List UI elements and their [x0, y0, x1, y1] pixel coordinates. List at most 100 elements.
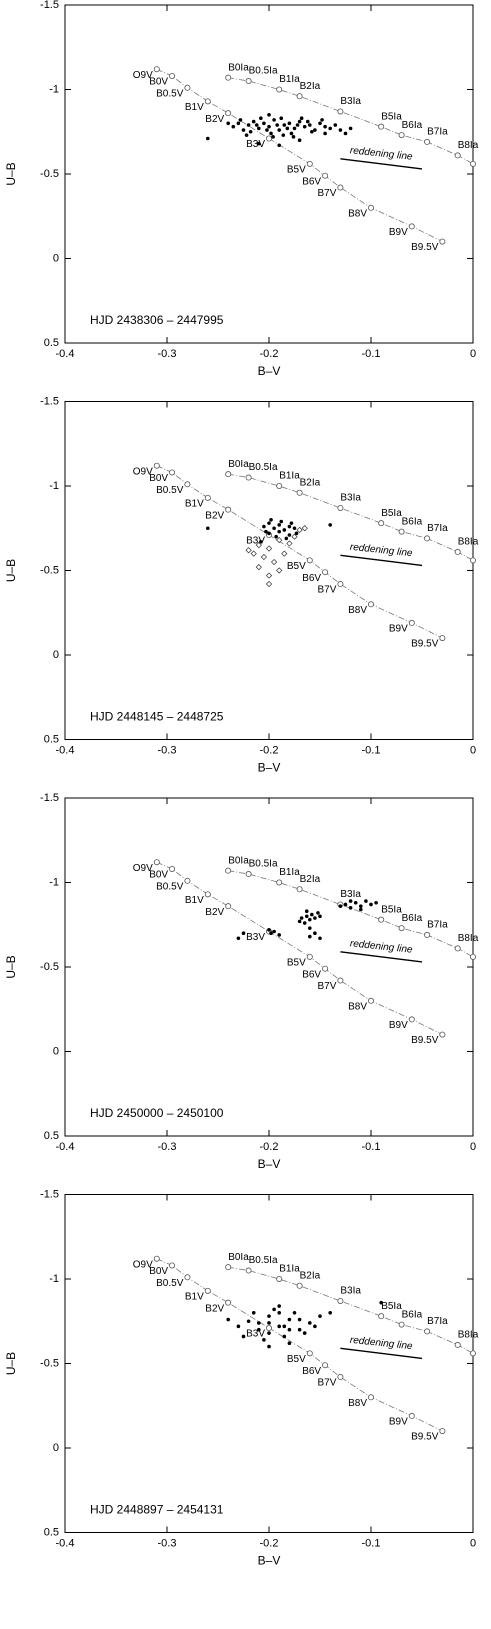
- spectral-label: B3Ia: [340, 889, 361, 900]
- star-point: [277, 523, 282, 527]
- star-point: [269, 131, 273, 136]
- annotation: HJD 2438306 – 2447995: [90, 313, 224, 327]
- star-point: [364, 899, 368, 903]
- spectral-label: B0Ia: [228, 459, 249, 470]
- spectral-label: B6V: [302, 176, 321, 187]
- star-point: [313, 916, 317, 920]
- star-point: [251, 1311, 256, 1315]
- star-point: [338, 904, 343, 908]
- sequence-point: [204, 891, 211, 898]
- star-point: [318, 936, 322, 941]
- sequence-point: [424, 535, 431, 542]
- star-point: [267, 531, 271, 536]
- star-point: [286, 540, 293, 547]
- star-point: [236, 121, 241, 126]
- spectral-label: B2Ia: [300, 477, 321, 488]
- spectral-label: B7V: [317, 188, 336, 199]
- star-point: [236, 1324, 241, 1329]
- star-point: [318, 1314, 322, 1318]
- sequence-point: [337, 108, 344, 115]
- spectral-label: B6V: [302, 969, 321, 980]
- star-point: [287, 1327, 292, 1332]
- star-point: [267, 521, 271, 525]
- spectral-label: B6Ia: [402, 516, 423, 527]
- star-point: [291, 533, 298, 540]
- star-point: [295, 123, 300, 127]
- x-tick-label: -0.4: [56, 1537, 75, 1549]
- sequence-line: [156, 1258, 443, 1432]
- spectral-label: B3Ia: [340, 493, 361, 504]
- star-point: [343, 131, 348, 136]
- star-point: [302, 921, 307, 925]
- sequence-point: [398, 1321, 405, 1328]
- reddening-label: reddening line: [349, 1335, 413, 1353]
- star-point: [282, 528, 287, 532]
- y-tick-label: 0.5: [44, 337, 59, 349]
- sequence-point: [398, 925, 405, 932]
- star-point: [269, 518, 273, 522]
- sequence-point: [265, 135, 272, 142]
- y-tick-label: 0.5: [44, 1130, 59, 1142]
- x-tick-label: -0.2: [260, 348, 279, 360]
- x-tick-label: -0.4: [56, 348, 75, 360]
- star-point: [236, 936, 241, 941]
- star-point: [262, 524, 266, 529]
- annotation: HJD 2450000 – 2450100: [90, 1106, 224, 1120]
- spectral-label: B8Ia: [458, 933, 479, 944]
- spectral-label: B9V: [389, 624, 408, 635]
- sequence-point: [153, 1255, 160, 1262]
- star-point: [241, 1334, 246, 1339]
- sequence-point: [322, 569, 329, 576]
- star-point: [272, 1307, 276, 1312]
- star-point: [287, 533, 292, 537]
- star-point: [279, 519, 284, 524]
- star-point: [323, 124, 327, 129]
- star-point: [369, 902, 373, 907]
- sequence-point: [245, 871, 252, 878]
- star-point: [304, 909, 309, 914]
- sequence-point: [184, 481, 191, 488]
- spectral-label: B7V: [317, 1378, 336, 1389]
- y-axis-label: U–B: [4, 1352, 18, 1375]
- sequence-point: [469, 557, 476, 564]
- panel: -0.4 -0.3 -0.2 -0.1 0 -1.5 -1 -0.5 0 0.5 B–V U–B HJD…: [4, 792, 479, 1171]
- star-point: [333, 123, 338, 127]
- star-point: [265, 580, 273, 588]
- star-point: [257, 141, 261, 146]
- spectral-label: B5V: [287, 958, 306, 969]
- star-point: [287, 121, 292, 126]
- reddening-line: [340, 158, 423, 170]
- sequence-point: [398, 132, 405, 139]
- sequence-point: [408, 223, 415, 230]
- x-tick-label: -0.4: [56, 1141, 75, 1153]
- sequence-point: [296, 489, 303, 496]
- star-point: [297, 919, 302, 924]
- spectral-label: B0.5Ia: [249, 462, 278, 473]
- spectral-label: B8V: [348, 1398, 367, 1409]
- star-point: [277, 1304, 282, 1308]
- star-point: [255, 564, 262, 571]
- star-point: [246, 123, 251, 127]
- star-point: [250, 550, 257, 557]
- spectral-label: B0.5Ia: [249, 66, 278, 77]
- y-tick-label: 0: [53, 1045, 59, 1057]
- star-point: [318, 121, 322, 126]
- sequence-point: [306, 1350, 313, 1357]
- spectral-label: B1V: [185, 1291, 204, 1302]
- star-point: [226, 121, 230, 126]
- star-point: [272, 526, 276, 531]
- spectral-label: B2Ia: [300, 1270, 321, 1281]
- spectral-label: B6Ia: [402, 120, 423, 131]
- star-point: [297, 138, 302, 142]
- sequence-point: [424, 138, 431, 145]
- spectral-label: B9V: [389, 1020, 408, 1031]
- spectral-label: B6Ia: [402, 1309, 423, 1320]
- star-point: [328, 523, 333, 527]
- sequence-point: [276, 879, 283, 886]
- star-point: [304, 914, 309, 919]
- spectral-label: B8Ia: [458, 140, 479, 151]
- x-axis-label: B–V: [258, 1554, 281, 1568]
- spectral-label: B5Ia: [381, 904, 402, 915]
- star-point: [277, 128, 282, 132]
